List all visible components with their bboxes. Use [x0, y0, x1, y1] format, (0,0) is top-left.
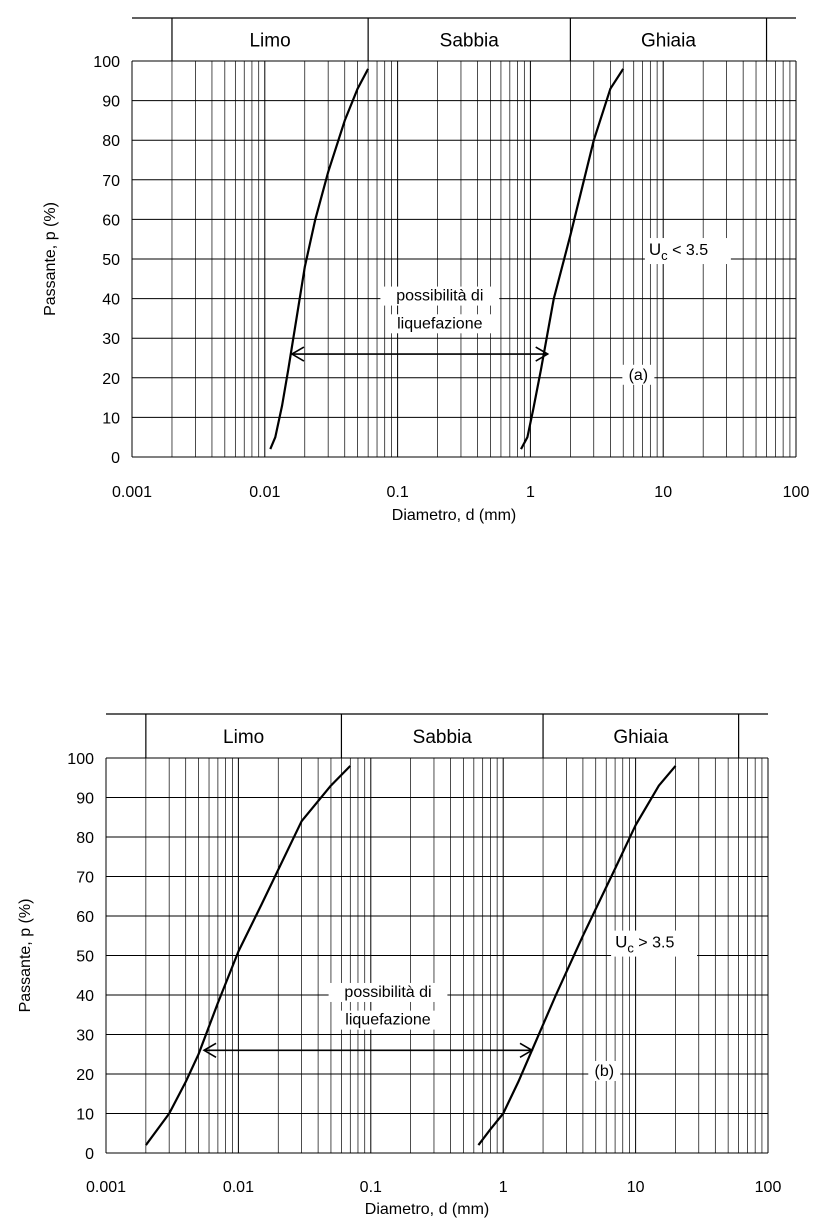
grading-curve-fine	[145, 765, 352, 1146]
arrow-head-left	[202, 1042, 217, 1058]
liquefaction-annotation: liquefazione	[345, 1012, 431, 1029]
uniformity-coefficient-label: Uc < 3.5	[649, 240, 708, 263]
x-axis-label: Diametro, d (mm)	[365, 1201, 489, 1218]
y-tick-label: 100	[93, 54, 120, 71]
y-tick-label: 60	[102, 212, 120, 229]
uniformity-coefficient-label: Uc > 3.5	[615, 933, 674, 956]
y-tick-label: 80	[102, 133, 120, 150]
grading-curve-coarse	[477, 765, 677, 1146]
y-axis-label: Passante, p (%)	[17, 899, 34, 1013]
panel-label: (b)	[594, 1063, 614, 1080]
y-tick-label: 30	[76, 1028, 94, 1045]
panel-label-bg	[622, 364, 655, 385]
x-axis-label: Diametro, d (mm)	[392, 507, 516, 524]
condition-bg	[644, 238, 731, 265]
y-tick-label: 40	[102, 292, 120, 309]
annotation-bg	[336, 1010, 440, 1030]
liquefaction-annotation: possibilità di	[396, 288, 483, 305]
y-tick-label: 70	[76, 870, 94, 887]
arrow-head-left	[290, 346, 305, 362]
y-tick-label: 20	[76, 1067, 94, 1084]
arrow-head-right	[519, 1042, 534, 1058]
x-tick-label: 0.01	[223, 1179, 254, 1196]
x-tick-label: 0.001	[86, 1179, 126, 1196]
liquefaction-range-arrow	[202, 1042, 534, 1058]
annotation-bg	[388, 314, 492, 334]
y-tick-label: 60	[76, 909, 94, 926]
liquefaction-range-arrow	[290, 346, 550, 362]
y-tick-label: 20	[102, 371, 120, 388]
uc-condition: > 3.5	[634, 935, 675, 952]
y-tick-label: 90	[102, 94, 120, 111]
y-tick-label: 50	[102, 252, 120, 269]
panel-label-bg	[588, 1060, 621, 1081]
y-tick-label: 10	[102, 410, 120, 427]
y-tick-label: 90	[76, 791, 94, 808]
soil-class-header: Limo Sabbia Ghiaia	[132, 17, 796, 61]
y-tick-label: 30	[102, 331, 120, 348]
condition-bg	[611, 930, 698, 957]
uc-condition: < 3.5	[668, 242, 709, 259]
x-tick-label: 1	[526, 484, 535, 501]
x-tick-label: 0.1	[386, 484, 408, 501]
soil-class-header: Limo Sabbia Ghiaia	[106, 713, 768, 758]
panel-label: (a)	[629, 367, 649, 384]
x-tick-label: 0.001	[112, 484, 152, 501]
annotation-bg	[328, 982, 448, 1002]
annotation-bg	[380, 286, 500, 306]
uc-symbol: U	[615, 933, 627, 952]
grading-curve-coarse	[520, 68, 625, 450]
band-label-limo: Limo	[249, 31, 290, 52]
y-tick-label: 10	[76, 1107, 94, 1124]
x-tick-label: 1	[499, 1179, 508, 1196]
y-tick-label: 70	[102, 173, 120, 190]
uc-symbol: U	[649, 240, 661, 259]
chart-panel-b: Limo Sabbia Ghiaia 0 10 20 30 40 50 60 70 80 90 100 0.…	[17, 713, 782, 1218]
uc-subscript: c	[627, 941, 634, 956]
x-tick-label: 100	[755, 1179, 782, 1196]
uc-subscript: c	[661, 248, 668, 263]
x-tick-label: 0.1	[360, 1179, 382, 1196]
x-tick-label: 10	[654, 484, 672, 501]
x-tick-label: 0.01	[249, 484, 280, 501]
y-axis-label: Passante, p (%)	[42, 202, 59, 316]
x-tick-label: 100	[783, 484, 810, 501]
x-tick-label: 10	[627, 1179, 645, 1196]
band-label-ghiaia: Ghiaia	[613, 727, 668, 748]
band-label-ghiaia: Ghiaia	[641, 31, 696, 52]
y-tick-label: 0	[111, 450, 120, 467]
grading-curve-fine	[269, 68, 370, 450]
chart-panel-a: Limo Sabbia Ghiaia 0 10 20 30 40 50 60 70 80 90 100 0.…	[42, 17, 810, 524]
y-tick-label: 50	[76, 949, 94, 966]
y-tick-label: 80	[76, 830, 94, 847]
band-label-sabbia: Sabbia	[413, 727, 473, 748]
liquefaction-annotation: liquefazione	[397, 315, 483, 332]
y-tick-label: 40	[76, 988, 94, 1005]
band-label-sabbia: Sabbia	[440, 31, 500, 52]
y-tick-label: 0	[85, 1146, 94, 1163]
liquefaction-annotation: possibilità di	[344, 984, 431, 1001]
y-tick-label: 100	[67, 751, 94, 768]
arrow-head-right	[535, 346, 550, 362]
band-label-limo: Limo	[223, 727, 264, 748]
